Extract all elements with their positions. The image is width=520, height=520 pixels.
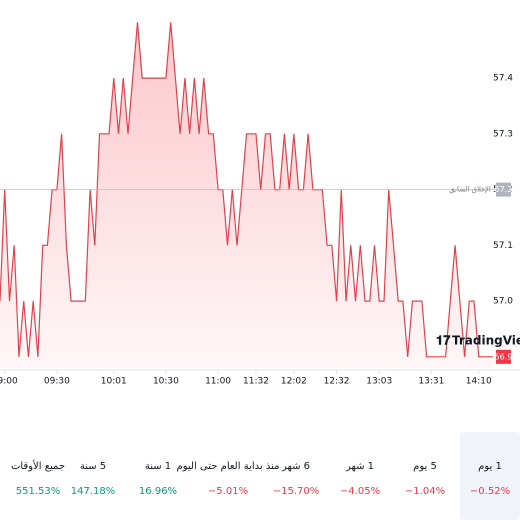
- x-tick-label: 09:30: [44, 377, 70, 387]
- y-tick-label: 57.1: [493, 241, 513, 251]
- watermark-text: TradingView: [452, 334, 520, 348]
- period-label[interactable]: 1 يوم: [478, 461, 502, 472]
- previous-close-label: الإغلاق السابق: [449, 186, 491, 194]
- period-label[interactable]: 1 سنة: [145, 461, 171, 472]
- x-tick-label: 11:00: [205, 377, 231, 387]
- price-line: [0, 22, 493, 358]
- selected-tab-bg: [460, 432, 520, 520]
- y-tick-label: 57.3: [493, 129, 513, 139]
- period-label[interactable]: 5 سنة: [80, 461, 106, 472]
- period-change: −0.52%: [470, 486, 510, 497]
- period-change: −15.70%: [273, 486, 320, 497]
- x-tick-label: 10:01: [101, 377, 127, 387]
- period-change: 551.53%: [16, 486, 61, 497]
- period-label[interactable]: منذ بداية العام حتى اليوم: [177, 461, 280, 472]
- x-tick-label: 09:00: [0, 377, 18, 387]
- last-price-badge: [496, 349, 511, 364]
- last-price-value: 56.9: [495, 352, 513, 361]
- period-change: 16.96%: [139, 486, 177, 497]
- y-tick-label: 57.4: [493, 74, 513, 84]
- period-change: −1.04%: [405, 486, 445, 497]
- x-tick-label: 12:02: [281, 377, 307, 387]
- x-tick-label: 12:32: [324, 377, 350, 387]
- period-label[interactable]: 5 يوم: [413, 461, 437, 472]
- x-tick-label: 13:03: [366, 377, 392, 387]
- y-tick-label: 57.0: [493, 297, 513, 307]
- x-tick-label: 13:31: [418, 377, 444, 387]
- x-tick-label: 14:10: [466, 377, 492, 387]
- period-change: −5.01%: [208, 486, 248, 497]
- x-tick-label: 11:32: [243, 377, 269, 387]
- previous-close-value: 57.2: [495, 185, 513, 194]
- x-tick-label: 10:30: [153, 377, 179, 387]
- period-label[interactable]: جميع الأوقات: [11, 459, 65, 472]
- area: [0, 22, 493, 369]
- previous-close-badge: [496, 182, 511, 197]
- period-change: 147.18%: [71, 486, 116, 497]
- period-label[interactable]: 6 شهر: [281, 461, 310, 472]
- period-label[interactable]: 1 شهر: [345, 461, 374, 472]
- period-change: −4.05%: [340, 486, 380, 497]
- watermark: 𝟏𝟕 TradingView: [436, 334, 520, 349]
- watermark-logo: 𝟏𝟕: [436, 334, 451, 349]
